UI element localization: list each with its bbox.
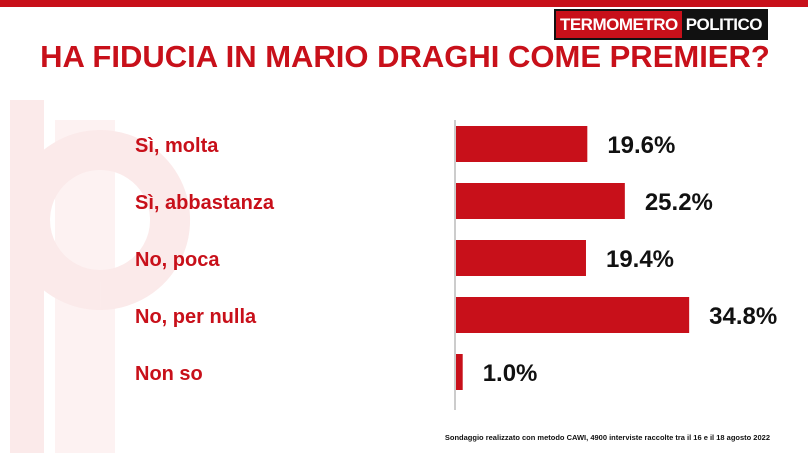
value-label: 19.6% xyxy=(607,132,675,159)
value-label: 19.4% xyxy=(606,246,674,273)
category-label: No, poca xyxy=(135,249,220,271)
bar xyxy=(456,354,463,390)
value-label: 1.0% xyxy=(483,360,538,387)
top-accent-bar xyxy=(0,0,808,7)
category-label: Sì, abbastanza xyxy=(135,192,275,214)
brand-logo: TERMOMETRO POLITICO xyxy=(553,9,768,40)
bar xyxy=(456,126,588,162)
thermometer-watermark-icon xyxy=(10,100,191,453)
value-label: 25.2% xyxy=(645,189,713,216)
bar xyxy=(456,297,690,333)
value-label: 34.8% xyxy=(709,303,777,330)
survey-footnote: Sondaggio realizzato con metodo CAWI, 49… xyxy=(444,433,770,442)
chart-title: HA FIDUCIA IN MARIO DRAGHI COME PREMIER? xyxy=(40,39,770,74)
category-label: No, per nulla xyxy=(135,306,257,328)
bar xyxy=(456,240,586,276)
category-label: Non so xyxy=(135,363,203,385)
bar xyxy=(456,183,625,219)
category-label: Sì, molta xyxy=(135,135,219,157)
brand-logo-part1: TERMOMETRO xyxy=(555,11,682,38)
brand-logo-part2: POLITICO xyxy=(681,11,766,38)
